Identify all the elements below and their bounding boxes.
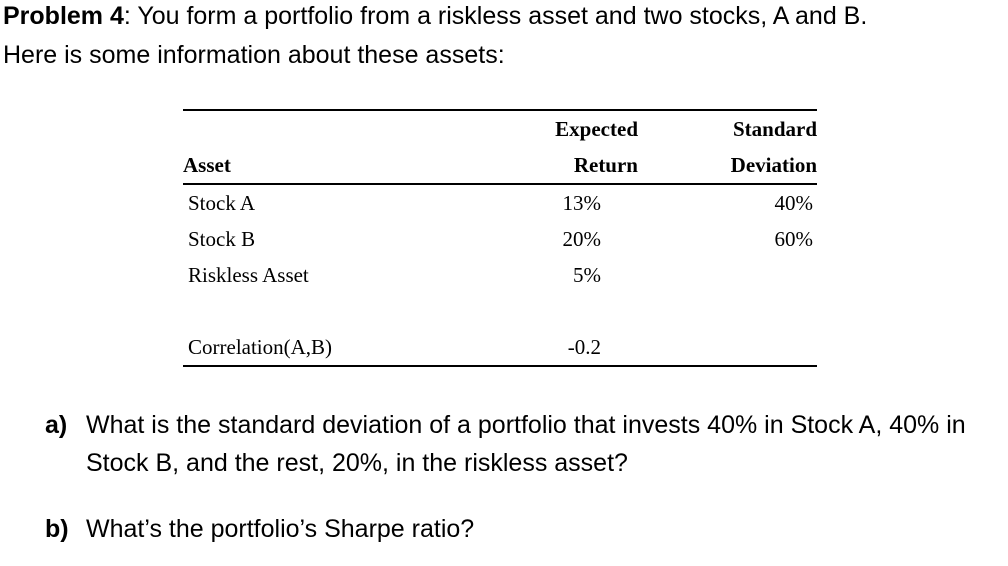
column-header-standard-deviation: Standard Deviation: [638, 110, 817, 185]
problem-statement: Problem 4: You form a portfolio from a r…: [3, 0, 1003, 75]
std-dev-cell: [638, 329, 817, 366]
problem-intro-text: : You form a portfolio from a riskless a…: [123, 2, 868, 30]
asset-name-cell: Stock B: [188, 227, 256, 251]
question-a-label: a): [45, 411, 68, 439]
table-row: Correlation(A,B) -0.2: [183, 329, 817, 366]
question-a: a) What is the standard deviation of a p…: [45, 406, 994, 482]
std-dev-cell: 40%: [774, 191, 814, 215]
question-b: b) What’s the portfolio’s Sharpe ratio?: [45, 510, 994, 548]
table-header-row: Asset Expected Return Standard Deviation: [183, 110, 817, 185]
asset-name-cell: Stock A: [188, 191, 256, 215]
problem-statement-line1: Problem 4: You form a portfolio from a r…: [3, 0, 1003, 36]
question-b-label: b): [45, 515, 69, 543]
expected-return-cell: 5%: [573, 263, 601, 287]
table-spacer-row: [183, 293, 817, 329]
std-dev-cell: 60%: [774, 227, 814, 251]
problem-statement-line2: Here is some information about these ass…: [3, 41, 505, 69]
question-a-text: What is the standard deviation of a port…: [86, 411, 966, 477]
table-row: Riskless Asset 5%: [183, 257, 817, 293]
expected-return-cell: 20%: [562, 227, 602, 251]
table-row: Stock A 13% 40%: [183, 184, 817, 221]
question-b-text: What’s the portfolio’s Sharpe ratio?: [86, 515, 475, 543]
expected-return-cell: 13%: [562, 191, 602, 215]
problem-label: Problem 4: [3, 2, 124, 30]
table-row: Stock B 20% 60%: [183, 221, 817, 257]
std-dev-cell: [638, 257, 817, 293]
expected-return-cell: -0.2: [567, 335, 601, 359]
assets-table: Asset Expected Return Standard Deviation…: [183, 109, 817, 367]
asset-name-cell: Correlation(A,B): [188, 335, 333, 359]
column-header-asset: Asset: [183, 110, 443, 185]
column-header-expected-return: Expected Return: [443, 110, 638, 185]
asset-name-cell: Riskless Asset: [188, 263, 309, 287]
